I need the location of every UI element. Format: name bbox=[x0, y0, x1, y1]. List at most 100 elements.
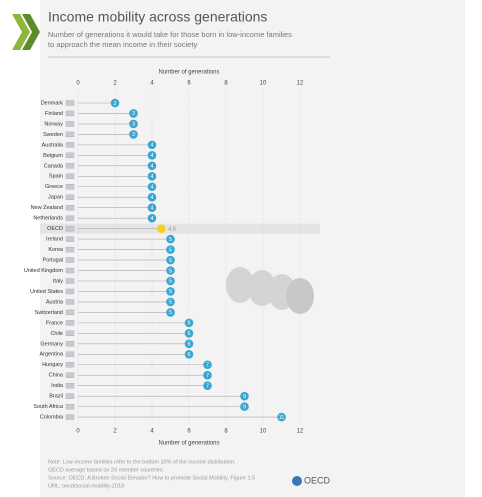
dot bbox=[184, 339, 194, 349]
flag bbox=[65, 267, 75, 274]
category-label: Australia bbox=[42, 142, 64, 148]
x-tick-label: 6 bbox=[187, 429, 191, 435]
flag bbox=[65, 184, 75, 190]
note: Note: Low-income families refer to the b… bbox=[48, 459, 236, 465]
flag bbox=[65, 246, 75, 253]
flag bbox=[65, 205, 75, 211]
dot bbox=[147, 182, 157, 192]
value-label: 5 bbox=[169, 258, 172, 264]
silhouettes bbox=[226, 267, 314, 314]
category-label: Portugal bbox=[43, 258, 64, 264]
flag bbox=[65, 257, 75, 263]
x-tick-label: 10 bbox=[260, 81, 267, 87]
category-label: Spain bbox=[49, 174, 63, 180]
category-label: Ireland bbox=[46, 237, 63, 243]
dot bbox=[110, 98, 120, 108]
category-label: Italy bbox=[53, 278, 63, 284]
dot bbox=[203, 360, 212, 370]
flag bbox=[65, 100, 75, 106]
dot bbox=[147, 213, 157, 223]
x-tick-label: 12 bbox=[297, 81, 304, 87]
dot bbox=[203, 381, 212, 390]
x-axis-label: Number of generations bbox=[158, 441, 219, 447]
flag bbox=[65, 194, 75, 200]
value-label: 4 bbox=[150, 153, 153, 159]
dot bbox=[184, 318, 194, 328]
value-label: 5 bbox=[169, 268, 172, 274]
value-label: 2 bbox=[113, 101, 116, 107]
x-tick-label: 0 bbox=[76, 81, 80, 87]
dot bbox=[129, 130, 138, 139]
value-label: 4 bbox=[150, 185, 153, 191]
value-label: 9 bbox=[243, 394, 246, 400]
dot bbox=[147, 151, 157, 160]
value-label: 7 bbox=[206, 383, 209, 389]
dot bbox=[203, 370, 212, 380]
note: OECD average based on 24 member countrie… bbox=[48, 467, 165, 473]
category-label: Korea bbox=[48, 247, 64, 253]
dot bbox=[166, 297, 175, 307]
value-label: 5 bbox=[169, 237, 172, 243]
value-label: 6 bbox=[187, 321, 190, 327]
value-label: 5 bbox=[169, 310, 172, 316]
category-label: Brazil bbox=[49, 394, 63, 400]
x-tick-label: 10 bbox=[260, 429, 267, 435]
category-label: Denmark bbox=[41, 100, 64, 106]
x-tick-label: 2 bbox=[113, 81, 117, 87]
highlight-band bbox=[40, 223, 320, 234]
x-tick-label: 8 bbox=[224, 81, 228, 87]
dot bbox=[166, 287, 175, 296]
dot bbox=[147, 203, 157, 212]
category-label: China bbox=[49, 373, 64, 379]
logo-globe bbox=[292, 476, 302, 486]
flag bbox=[65, 142, 75, 148]
value-label: 5 bbox=[169, 300, 172, 306]
category-label: Germany bbox=[40, 341, 63, 347]
value-label: 4 bbox=[150, 205, 153, 211]
value-label: 6 bbox=[187, 342, 190, 348]
dot bbox=[184, 329, 194, 338]
flag bbox=[65, 414, 75, 420]
x-tick-label: 4 bbox=[150, 81, 154, 87]
value-label: 5 bbox=[169, 247, 172, 253]
value-label: 4 bbox=[150, 174, 153, 180]
flag bbox=[65, 330, 75, 336]
value-label: 4 bbox=[150, 216, 153, 222]
dot bbox=[240, 391, 249, 401]
dot bbox=[166, 245, 175, 254]
category-label: United Kingdom bbox=[24, 268, 64, 274]
note: Source: OECD: A Broken Social Elevator? … bbox=[48, 475, 255, 481]
value-label: 9 bbox=[243, 404, 246, 410]
category-label: Chile bbox=[50, 331, 63, 337]
flag bbox=[65, 403, 75, 410]
category-label: Hungary bbox=[42, 362, 63, 368]
flag bbox=[65, 110, 75, 117]
category-label: New Zealand bbox=[31, 205, 63, 211]
category-label: Canada bbox=[44, 163, 64, 169]
value-label: 5 bbox=[169, 279, 172, 285]
x-tick-label: 8 bbox=[224, 429, 228, 435]
dot bbox=[147, 192, 157, 202]
value-label: 3 bbox=[132, 132, 135, 138]
category-label: South Africa bbox=[33, 404, 64, 410]
note: URL: oecd/social-mobility-2018 bbox=[48, 483, 124, 489]
category-label: Sweden bbox=[43, 132, 63, 138]
panel bbox=[40, 0, 465, 497]
category-label: Norway bbox=[44, 121, 63, 127]
flag bbox=[65, 309, 75, 316]
flag bbox=[65, 173, 75, 179]
category-label: Finland bbox=[45, 111, 63, 117]
x-tick-label: 0 bbox=[76, 429, 80, 435]
dot bbox=[147, 161, 157, 171]
category-label: Argentina bbox=[39, 352, 63, 358]
dot bbox=[166, 308, 175, 317]
flag bbox=[65, 215, 75, 221]
flag bbox=[65, 278, 75, 284]
logo-chevron bbox=[12, 14, 30, 50]
dot bbox=[166, 266, 175, 275]
x-tick-label: 6 bbox=[187, 81, 191, 87]
category-label: Colombia bbox=[40, 415, 64, 421]
value-label: 7 bbox=[206, 373, 209, 379]
value-label: 4 bbox=[150, 195, 153, 201]
